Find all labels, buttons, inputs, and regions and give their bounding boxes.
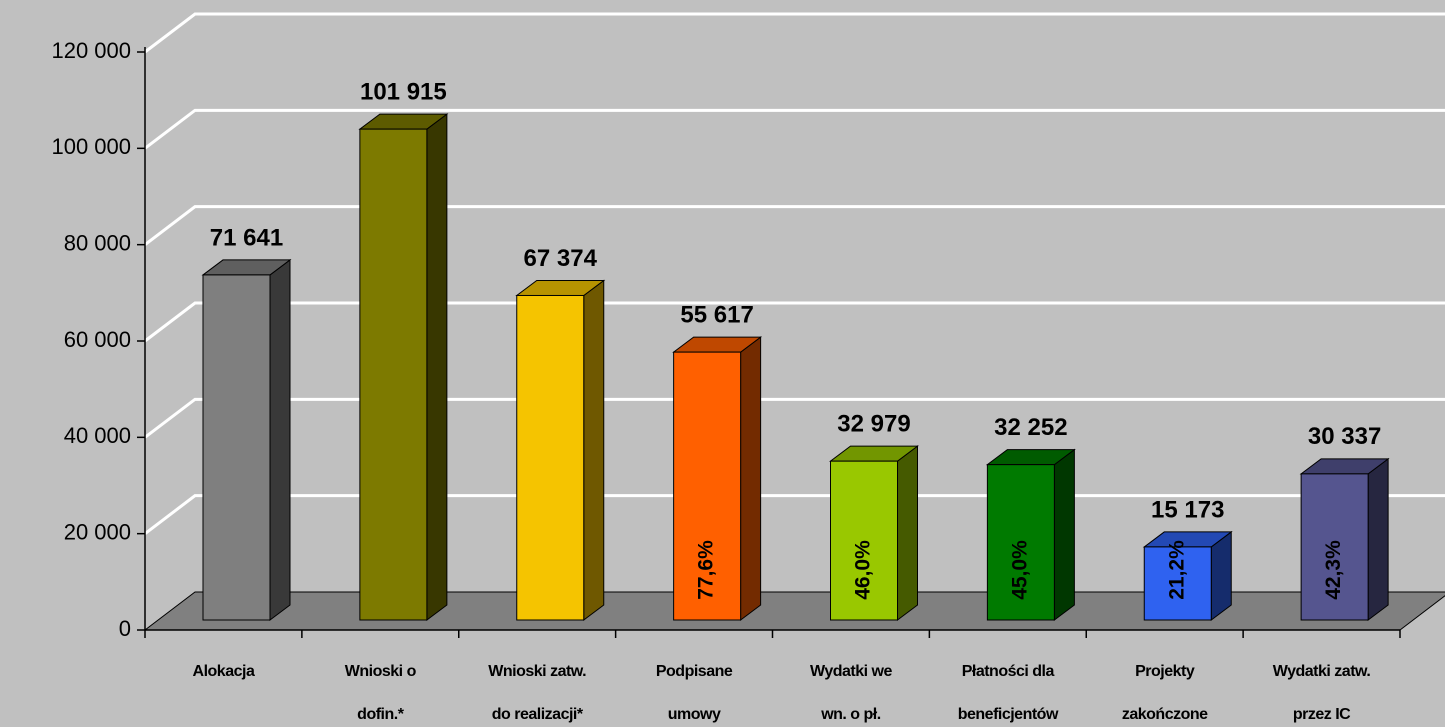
bar-top-shade xyxy=(359,114,447,130)
value-label: 67 374 xyxy=(524,245,598,272)
bar-side-shade xyxy=(897,446,918,620)
y-tick-label: 20 000 xyxy=(64,519,131,544)
bar xyxy=(986,464,1055,621)
x-tick-label: dofin.* xyxy=(357,706,405,723)
x-tick-label: Wydatki we xyxy=(810,663,892,680)
value-label: 30 337 xyxy=(1308,423,1381,450)
percent-label: 77,6% xyxy=(695,540,718,600)
bar xyxy=(359,128,428,621)
y-tick-label: 80 000 xyxy=(64,230,131,255)
value-label: 15 173 xyxy=(1151,496,1224,523)
bar xyxy=(1300,473,1369,621)
bar-top-shade xyxy=(987,449,1075,465)
x-tick-label: zakończone xyxy=(1122,706,1208,723)
grid-line xyxy=(144,397,1445,439)
grid-line xyxy=(144,205,1445,246)
bar-top-shade xyxy=(830,446,918,462)
bar-top-shade xyxy=(1301,458,1389,474)
x-tick-label: Podpisane xyxy=(656,663,733,680)
value-label: 101 915 xyxy=(360,78,447,105)
bar-top-shade xyxy=(1144,531,1232,547)
percent-label: 42,3% xyxy=(1322,540,1345,600)
bar-side-shade xyxy=(426,114,447,621)
grid-line xyxy=(144,301,1445,343)
bar-side-shade xyxy=(583,280,604,620)
y-tick-label: 120 000 xyxy=(51,38,131,63)
x-tick-label: Wydatki zatw. xyxy=(1273,663,1371,680)
bar xyxy=(516,294,585,621)
y-tick-label: 100 000 xyxy=(51,134,131,159)
x-tick-label: wn. o pł. xyxy=(820,706,881,723)
x-tick-label: przez IC xyxy=(1293,706,1351,723)
bar-side-shade xyxy=(740,337,761,620)
x-tick-label: Wnioski zatw. xyxy=(488,663,586,680)
bar-side-shade xyxy=(1054,449,1075,620)
x-tick-label: do realizacji* xyxy=(492,706,584,723)
bar-side-shade xyxy=(1211,531,1232,620)
bar xyxy=(673,351,742,621)
value-label: 71 641 xyxy=(210,224,283,251)
x-tick-label: Płatności dla xyxy=(962,663,1055,680)
grid-line xyxy=(144,108,1445,150)
value-label: 32 252 xyxy=(994,414,1067,441)
floor xyxy=(143,591,1445,631)
bar-side-shade xyxy=(1368,458,1389,620)
bar-top-shade xyxy=(673,337,761,353)
bar xyxy=(830,460,898,621)
bar-side-shade xyxy=(270,259,290,620)
percent-label: 21,2% xyxy=(1165,540,1188,600)
x-tick-label: Projekty xyxy=(1135,663,1195,680)
percent-label: 45,0% xyxy=(1008,540,1031,600)
bar xyxy=(202,274,271,621)
y-tick-label: 60 000 xyxy=(64,327,131,352)
percent-label: 46,0% xyxy=(852,540,875,600)
x-tick-label: umowy xyxy=(668,706,721,723)
grid-line xyxy=(144,12,1445,54)
y-tick-label: 0 xyxy=(119,616,131,641)
bar-top-shade xyxy=(203,259,290,275)
x-tick-label: Alokacja xyxy=(193,663,255,680)
y-tick-label: 40 000 xyxy=(64,423,131,448)
bar xyxy=(1143,546,1212,621)
x-tick-label: Wnioski o xyxy=(345,663,417,680)
bar-top-shade xyxy=(516,280,604,296)
x-tick-label: beneficjentów xyxy=(958,706,1059,723)
value-label: 55 617 xyxy=(680,301,753,328)
value-label: 32 979 xyxy=(837,410,910,437)
